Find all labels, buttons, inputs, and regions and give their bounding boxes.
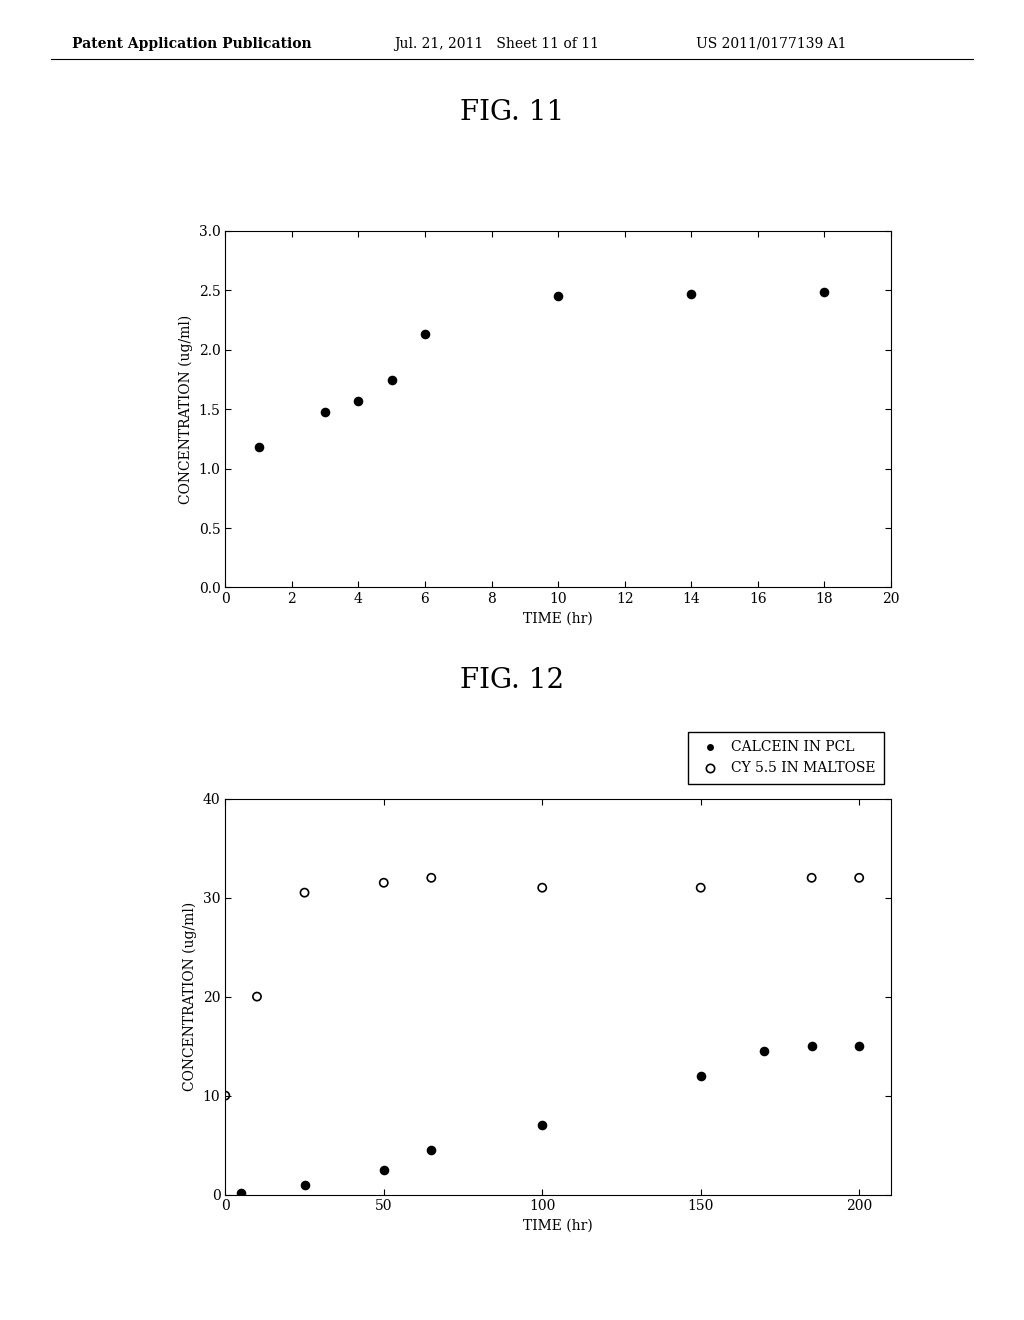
Point [376,873,392,894]
Text: US 2011/0177139 A1: US 2011/0177139 A1 [696,37,847,51]
Point [249,986,265,1007]
Point [692,876,709,898]
Point [217,1085,233,1106]
Y-axis label: CONCENTRATION (ug/ml): CONCENTRATION (ug/ml) [183,902,198,1092]
Point [804,867,820,888]
Text: Jul. 21, 2011   Sheet 11 of 11: Jul. 21, 2011 Sheet 11 of 11 [394,37,599,51]
Point [417,323,433,345]
Point [683,284,699,305]
Y-axis label: CONCENTRATION (ug/ml): CONCENTRATION (ug/ml) [178,314,193,504]
X-axis label: TIME (hr): TIME (hr) [523,611,593,626]
Point [250,437,266,458]
Point [692,1065,709,1086]
Point [535,1114,551,1135]
Point [317,401,334,422]
Point [383,368,399,391]
Point [232,1183,249,1204]
Point [296,1175,312,1196]
Point [851,867,867,888]
Point [851,1035,867,1056]
Text: FIG. 11: FIG. 11 [460,99,564,125]
Text: FIG. 12: FIG. 12 [460,667,564,693]
Point [350,391,367,412]
Text: Patent Application Publication: Patent Application Publication [72,37,311,51]
Point [756,1040,772,1061]
Point [423,1139,439,1160]
Point [804,1035,820,1056]
Point [816,281,833,302]
Legend: CALCEIN IN PCL, CY 5.5 IN MALTOSE: CALCEIN IN PCL, CY 5.5 IN MALTOSE [688,733,884,784]
Point [550,285,566,306]
Point [535,876,551,898]
Point [423,867,439,888]
Point [376,1159,392,1180]
Point [296,882,312,903]
X-axis label: TIME (hr): TIME (hr) [523,1218,593,1233]
